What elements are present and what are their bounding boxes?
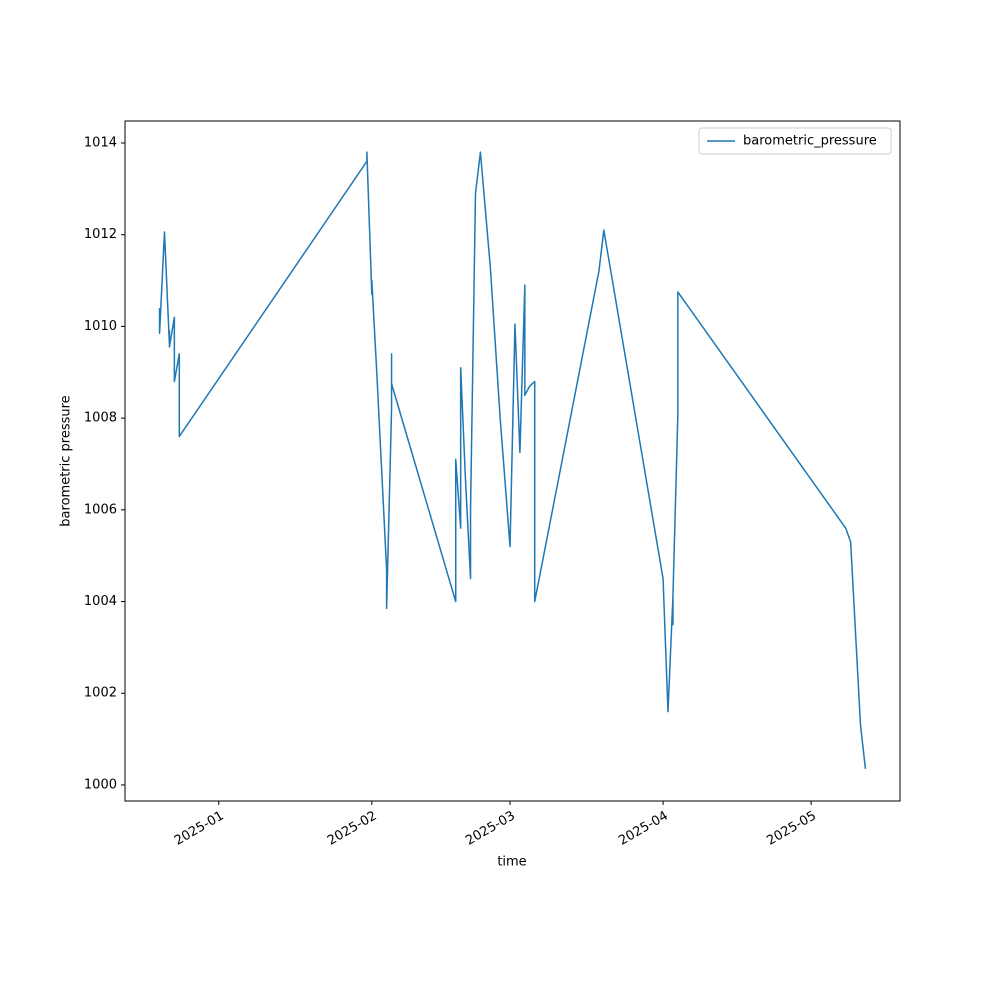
y-tick-label: 1002 — [84, 686, 117, 701]
y-tick-label: 1012 — [84, 227, 117, 242]
line-series — [158, 151, 867, 769]
x-tick-label: 2025-05 — [764, 809, 819, 849]
y-axis-label: barometric pressure — [59, 395, 74, 526]
x-axis-label: time — [497, 855, 526, 870]
x-tick-label: 2025-04 — [616, 809, 671, 849]
x-tick-label: 2025-03 — [463, 809, 518, 849]
y-tick-label: 1000 — [84, 777, 117, 792]
y-tick-label: 1008 — [84, 411, 117, 426]
y-tick-label: 1006 — [84, 502, 117, 517]
y-tick-label: 1004 — [84, 594, 117, 609]
legend: barometric_pressure — [698, 127, 892, 155]
x-tick-label: 2025-01 — [172, 809, 227, 849]
y-tick-label: 1014 — [84, 136, 117, 151]
plot-frame — [124, 120, 901, 802]
y-tick-label: 1010 — [84, 319, 117, 334]
legend-label: barometric_pressure — [743, 134, 877, 149]
legend-box — [698, 127, 892, 155]
x-tick-label: 2025-02 — [325, 809, 380, 849]
